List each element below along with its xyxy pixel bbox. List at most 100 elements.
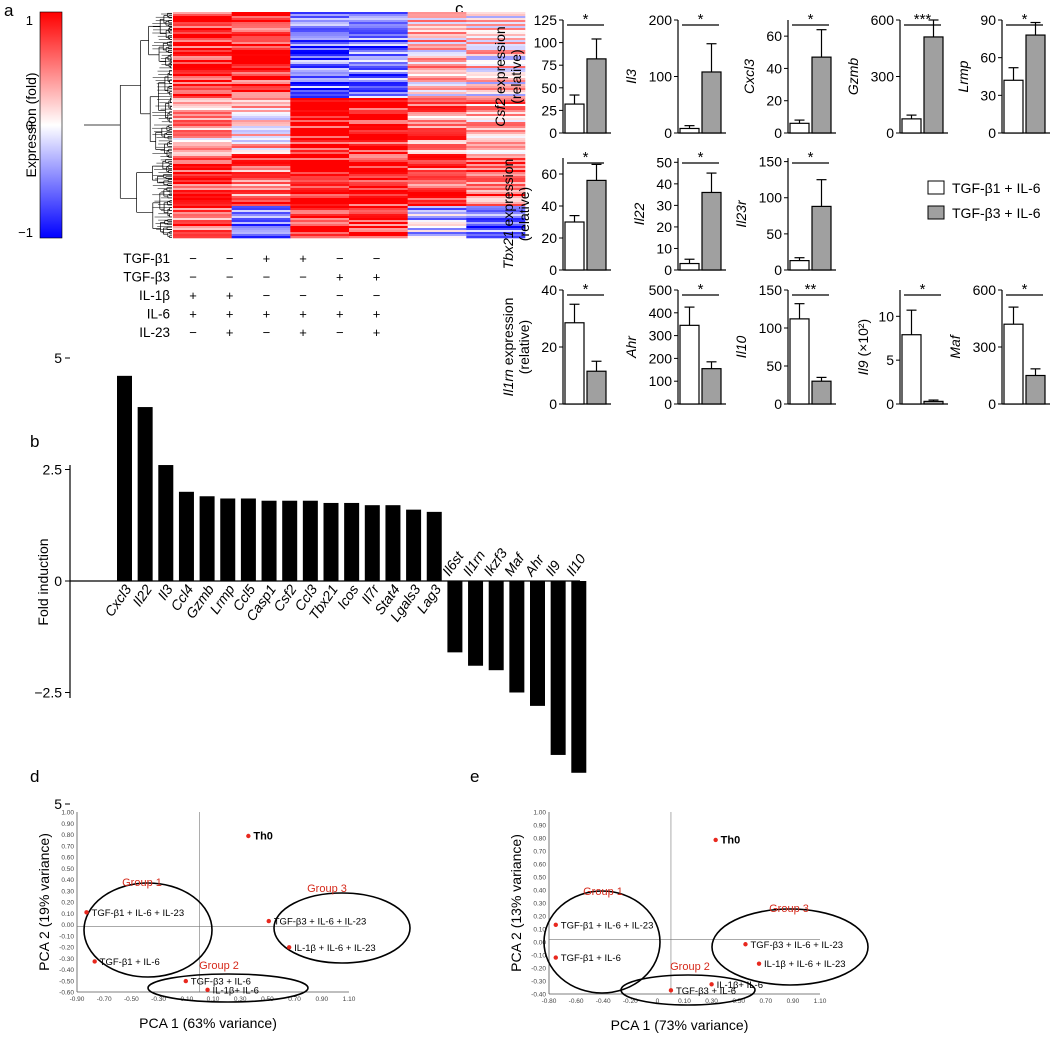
heatmap-cell	[349, 82, 408, 85]
heatmap-cell	[466, 112, 526, 115]
heatmap-cell	[231, 156, 291, 159]
heatmap-cell	[407, 96, 467, 99]
panel-label-a: a	[4, 1, 14, 20]
heatmap-cell	[173, 20, 232, 23]
heatmap-cell	[290, 32, 350, 35]
heatmap-cell	[466, 76, 526, 79]
heatmap-cell	[349, 20, 408, 23]
colorbar-tick-low: −1	[18, 225, 33, 240]
heatmap-cell	[231, 24, 291, 27]
heatmap-cell	[290, 190, 350, 193]
heatmap-cell	[290, 142, 350, 145]
heatmap-cell	[466, 56, 526, 59]
x-tick-label: 0.30	[234, 996, 247, 1003]
heatmap-cell	[231, 38, 291, 41]
y-tick-label: 0	[886, 396, 894, 412]
heatmap-cell	[349, 108, 408, 111]
heatmap-cell	[466, 94, 526, 97]
pca-point	[553, 922, 558, 928]
heatmap-cell	[407, 226, 467, 229]
heatmap-cell	[231, 166, 291, 169]
heatmap-cell	[407, 12, 467, 15]
heatmap-cell	[173, 206, 232, 209]
heatmap-cell	[349, 182, 408, 185]
heatmap-cell	[349, 136, 408, 139]
heatmap-cell	[407, 22, 467, 25]
heatmap-cell	[173, 128, 232, 131]
pca-chart-e: 1.00 0.90 0.80 0.70 0.60 0.50 0.40 0.30 0.20 0.10…	[508, 810, 869, 1033]
fold-bar-ahr	[530, 581, 545, 706]
y-tick-label: 1.00	[533, 810, 546, 817]
y-axis-label: Il10	[733, 336, 749, 359]
heatmap-cell	[290, 116, 350, 119]
condition-value: +	[189, 307, 197, 322]
y-tick-label: 0.10	[533, 927, 546, 934]
heatmap-cell	[173, 182, 232, 185]
heatmap-cell	[173, 64, 232, 67]
y-tick-label: 0	[54, 573, 62, 589]
y-tick-label: 20	[766, 93, 782, 109]
panel-label-d: d	[30, 767, 39, 786]
pca-point-label: TGF-β1 + IL-6	[100, 957, 160, 968]
heatmap-cell	[349, 224, 408, 227]
pca-point	[709, 982, 714, 987]
heatmap-cell	[173, 152, 232, 155]
heatmap-cell	[231, 128, 291, 131]
heatmap-cell	[173, 184, 232, 187]
heatmap-cell	[407, 220, 467, 223]
heatmap-cell	[407, 32, 467, 35]
heatmap-cell	[349, 92, 408, 95]
heatmap-cell	[231, 70, 291, 73]
heatmap-cell	[290, 58, 350, 61]
heatmap-cell	[466, 220, 526, 223]
heatmap-cell	[173, 50, 232, 53]
y-tick-label: 90	[980, 12, 996, 28]
heatmap-cell	[290, 160, 350, 163]
heatmap-cell	[407, 82, 467, 85]
heatmap-cell	[231, 78, 291, 81]
heatmap-cell	[349, 146, 408, 149]
heatmap-cell	[290, 140, 350, 143]
heatmap-cell	[231, 226, 291, 229]
heatmap-cell	[231, 120, 291, 123]
heatmap-cell	[173, 160, 232, 163]
significance-mark: *	[698, 281, 704, 298]
heatmap-cell	[407, 50, 467, 53]
y-axis-label: Tbx21 expression	[500, 159, 516, 270]
heatmap-cell	[173, 212, 232, 215]
bar-tgf-b1	[679, 324, 700, 405]
heatmap-cell	[407, 156, 467, 159]
heatmap-cell	[173, 82, 232, 85]
heatmap-cell	[466, 96, 526, 99]
y-axis-label-relative: (relative)	[516, 187, 532, 241]
y-axis-label: Lrmp	[955, 60, 971, 92]
heatmap-cell	[407, 30, 467, 33]
heatmap-cell	[466, 180, 526, 183]
heatmap-cell	[173, 186, 232, 189]
heatmap-cell	[407, 170, 467, 173]
x-tick-label: -0.40	[596, 998, 611, 1005]
heatmap-cell	[290, 44, 350, 47]
heatmap-cell	[290, 224, 350, 227]
heatmap-cell	[231, 140, 291, 143]
heatmap-cell	[173, 136, 232, 139]
condition-value: −	[299, 270, 307, 285]
heatmap-cell	[349, 76, 408, 79]
heatmap-cell	[466, 136, 526, 139]
heatmap-cell	[290, 54, 350, 57]
heatmap-cell	[290, 228, 350, 231]
heatmap-cell	[349, 212, 408, 215]
heatmap-cell	[290, 114, 350, 117]
heatmap-cell	[231, 64, 291, 67]
heatmap-cell	[173, 170, 232, 173]
heatmap-cell	[290, 102, 350, 105]
heatmap-cell	[231, 32, 291, 35]
heatmap-cell	[173, 200, 232, 203]
heatmap-cell	[349, 88, 408, 91]
bar-tgf-b1	[789, 318, 810, 405]
heatmap-cell	[349, 28, 408, 31]
heatmap-cell	[290, 122, 350, 125]
heatmap-cell	[349, 78, 408, 81]
y-tick-label: 0.20	[61, 900, 74, 907]
